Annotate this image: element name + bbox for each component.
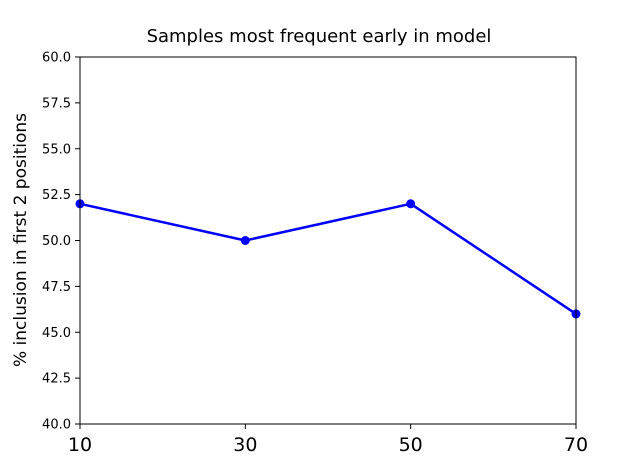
y-axis-label: % inclusion in first 2 positions bbox=[11, 113, 31, 367]
y-tick-label: 42.5 bbox=[42, 372, 71, 387]
data-point bbox=[240, 236, 250, 245]
data-point bbox=[406, 199, 416, 209]
y-tick-label: 50.0 bbox=[42, 234, 71, 249]
y-axis-ticks: 40.0 42.5 45.0 47.5 50.0 52.5 55.0 57.5 60.0 bbox=[42, 51, 80, 433]
y-tick-label: 47.5 bbox=[42, 280, 71, 295]
x-tick-label: 30 bbox=[233, 434, 257, 456]
y-tick-label: 60.0 bbox=[42, 51, 71, 66]
series-line bbox=[79, 202, 577, 315]
y-tick-label: 40.0 bbox=[42, 418, 71, 433]
y-tick-label: 55.0 bbox=[42, 142, 71, 157]
x-axis-ticks: 10 30 50 70 bbox=[68, 424, 588, 456]
y-tick-label: 45.0 bbox=[42, 326, 71, 341]
chart-title: Samples most frequent early in model bbox=[147, 26, 492, 47]
y-tick-label: 52.5 bbox=[42, 188, 71, 203]
series-group bbox=[75, 199, 581, 319]
plot-area-frame bbox=[79, 56, 577, 425]
x-tick-label: 50 bbox=[399, 434, 423, 456]
x-tick-label: 70 bbox=[564, 434, 588, 456]
x-tick-label: 10 bbox=[68, 434, 92, 456]
y-tick-label: 57.5 bbox=[42, 96, 71, 111]
